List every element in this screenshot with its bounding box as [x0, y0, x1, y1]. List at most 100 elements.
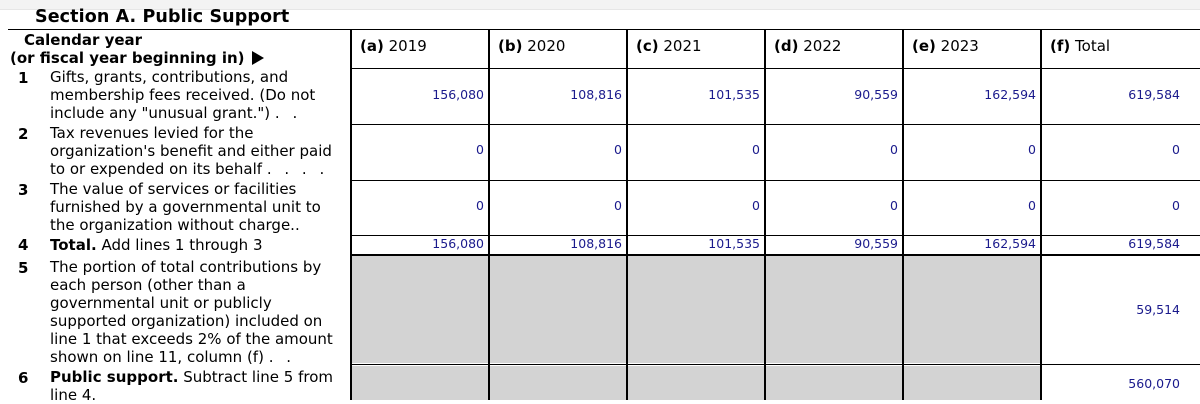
line-1-2021[interactable]: 101,535 — [708, 87, 760, 102]
calendar-year-label: Calendar year — [24, 31, 143, 49]
line-3-text: The value of services or facilities furn… — [50, 180, 350, 234]
line-4-bold: Total. — [50, 236, 97, 254]
line-2-2022[interactable]: 0 — [890, 142, 898, 157]
line-4-2022[interactable]: 90,559 — [854, 236, 898, 251]
line-4-2020[interactable]: 108,816 — [570, 236, 622, 251]
grid-hline — [350, 364, 1200, 365]
support-table: (a) 2019 (b) 2020 (c) 2021 (d) 2022 (e) … — [350, 29, 1200, 400]
line-1-total[interactable]: 619,584 — [1128, 87, 1180, 102]
shaded-cell — [352, 255, 488, 363]
shaded-cell — [766, 255, 902, 363]
line-3-text-b: furnished by a governmental unit to — [50, 198, 321, 216]
line-4-2023[interactable]: 162,594 — [984, 236, 1036, 251]
title-rule — [8, 29, 1200, 30]
line-4-number: 4 — [18, 236, 29, 254]
fiscal-year-label: (or fiscal year beginning in) — [10, 49, 264, 67]
line-1-text-c: include any "unusual grant.") . . — [50, 104, 350, 122]
line-6-number: 6 — [18, 369, 29, 387]
line-6-total[interactable]: 560,070 — [1128, 376, 1180, 391]
line-2-text-b: organization's benefit and either paid — [50, 142, 332, 160]
line-1-2019[interactable]: 156,080 — [432, 87, 484, 102]
line-2-2023[interactable]: 0 — [1028, 142, 1036, 157]
line-5-number: 5 — [18, 259, 29, 277]
line-1-text: Gifts, grants, contributions, and member… — [50, 68, 350, 122]
line-5-text-a: The portion of total contributions by — [50, 258, 322, 276]
line-5-text-e: line 1 that exceeds 2% of the amount — [50, 330, 333, 348]
line-5-dots: . . — [268, 348, 296, 366]
line-4-total[interactable]: 619,584 — [1128, 236, 1180, 251]
line-1-text-b: membership fees received. (Do not — [50, 86, 316, 104]
line-3-2023[interactable]: 0 — [1028, 198, 1036, 213]
grid-hline — [350, 254, 1200, 256]
line-6-text-a: Subtract line 5 from — [183, 368, 333, 386]
grid-hline — [350, 180, 1200, 181]
column-header-a: (a) 2019 — [360, 37, 427, 55]
shaded-cell — [490, 255, 626, 363]
line-5-text-f-main: shown on line 11, column (f) — [50, 348, 264, 366]
top-scroll-band — [0, 0, 1200, 10]
line-2-text-c: to or expended on its behalf . . . . — [50, 160, 350, 178]
line-1-2022[interactable]: 90,559 — [854, 87, 898, 102]
shaded-cell — [904, 366, 1040, 400]
line-2-text-c-main: to or expended on its behalf — [50, 160, 263, 178]
line-5-text: The portion of total contributions by ea… — [50, 258, 350, 366]
grid-vline — [902, 29, 904, 400]
line-2-2020[interactable]: 0 — [614, 142, 622, 157]
line-4-text-a: Add lines 1 through 3 — [101, 236, 263, 254]
section-title: Section A. Public Support — [35, 7, 290, 27]
column-header-f: (f) Total — [1050, 37, 1111, 55]
grid-vline — [350, 29, 352, 400]
line-6-bold: Public support. — [50, 368, 179, 386]
line-1-text-c-main: include any "unusual grant.") — [50, 104, 271, 122]
shaded-cell — [628, 366, 764, 400]
column-header-c: (c) 2021 — [636, 37, 702, 55]
line-5-text-f: shown on line 11, column (f) . . — [50, 348, 350, 366]
grid-hline — [350, 68, 1200, 69]
line-5-total[interactable]: 59,514 — [1136, 302, 1180, 317]
column-header-e: (e) 2023 — [912, 37, 979, 55]
line-1-2023[interactable]: 162,594 — [984, 87, 1036, 102]
line-1-2020[interactable]: 108,816 — [570, 87, 622, 102]
line-1-text-a: Gifts, grants, contributions, and — [50, 68, 289, 86]
column-header-b: (b) 2020 — [498, 37, 566, 55]
line-2-2021[interactable]: 0 — [752, 142, 760, 157]
line-2-dots: . . . . — [266, 160, 329, 178]
grid-hline — [350, 235, 1200, 236]
line-4-2021[interactable]: 101,535 — [708, 236, 760, 251]
line-3-text-c: the organization without charge.. — [50, 216, 300, 234]
line-3-number: 3 — [18, 181, 29, 199]
line-5-text-d: supported organization) included on — [50, 312, 323, 330]
line-2-text: Tax revenues levied for the organization… — [50, 124, 350, 178]
line-3-2019[interactable]: 0 — [476, 198, 484, 213]
line-3-text-a: The value of services or facilities — [50, 180, 297, 198]
grid-vline — [488, 29, 490, 400]
line-6-text-b: line 4. — [50, 386, 97, 404]
right-arrow-icon — [251, 51, 264, 65]
line-2-2019[interactable]: 0 — [476, 142, 484, 157]
shaded-cell — [490, 366, 626, 400]
line-1-dots: . . — [274, 104, 302, 122]
line-3-total[interactable]: 0 — [1172, 198, 1180, 213]
line-1-number: 1 — [18, 69, 29, 87]
grid-vline — [626, 29, 628, 400]
line-4-2019[interactable]: 156,080 — [432, 236, 484, 251]
column-header-d: (d) 2022 — [774, 37, 842, 55]
grid-vline — [1040, 29, 1042, 400]
shaded-cell — [904, 255, 1040, 363]
line-3-2021[interactable]: 0 — [752, 198, 760, 213]
shaded-cell — [766, 366, 902, 400]
line-2-number: 2 — [18, 125, 29, 143]
fiscal-year-text: (or fiscal year beginning in) — [10, 49, 245, 67]
shaded-cell — [628, 255, 764, 363]
line-2-text-a: Tax revenues levied for the — [50, 124, 254, 142]
line-6-text: Public support. Subtract line 5 from lin… — [50, 368, 350, 404]
line-3-2022[interactable]: 0 — [890, 198, 898, 213]
line-labels-column: Calendar year (or fiscal year beginning … — [0, 0, 352, 404]
grid-vline — [764, 29, 766, 400]
shaded-cell — [352, 366, 488, 400]
line-4-text: Total. Add lines 1 through 3 — [50, 236, 350, 254]
line-2-total[interactable]: 0 — [1172, 142, 1180, 157]
line-3-2020[interactable]: 0 — [614, 198, 622, 213]
line-5-text-c: governmental unit or publicly — [50, 294, 272, 312]
grid-hline — [350, 124, 1200, 125]
